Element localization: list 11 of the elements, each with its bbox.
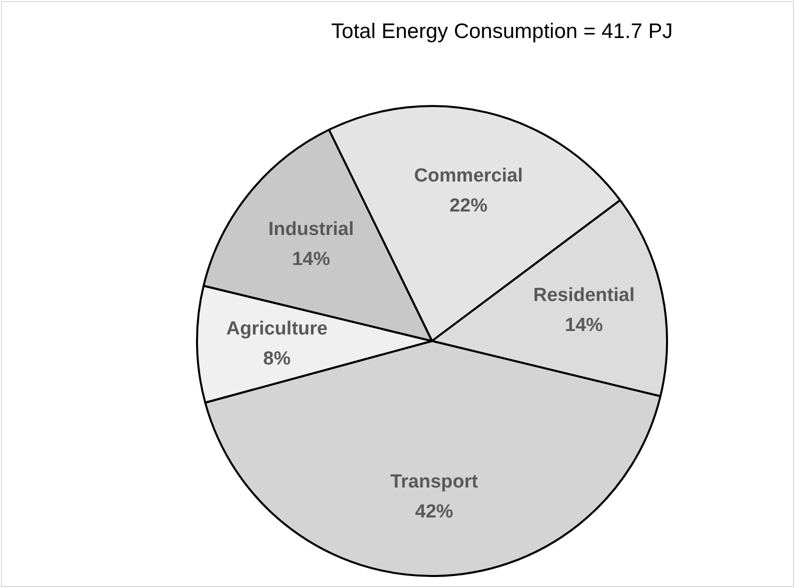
data-label: 8% <box>263 348 291 370</box>
data-label: 42% <box>415 501 454 522</box>
slice-label: Agriculture <box>226 318 328 340</box>
data-label: 14% <box>292 249 330 270</box>
slice-label: Residential <box>533 285 635 306</box>
chart-title: Total Energy Consumption = 41.7 PJ <box>330 20 674 44</box>
slice-label: Commercial <box>414 165 523 186</box>
data-label: 14% <box>564 315 604 336</box>
slice-label: Industrial <box>268 219 354 240</box>
slice-label: Transport <box>390 471 479 492</box>
data-label: 22% <box>449 195 488 216</box>
